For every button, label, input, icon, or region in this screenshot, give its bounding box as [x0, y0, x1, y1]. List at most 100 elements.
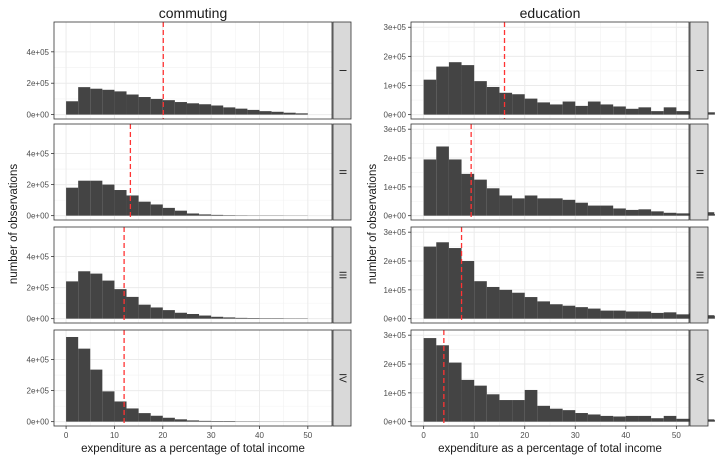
- histogram-bar: [187, 213, 199, 215]
- histogram-bar: [550, 198, 563, 215]
- histogram-bar: [223, 317, 235, 318]
- y-tick-label: 4e+05: [27, 48, 50, 57]
- histogram-bar: [664, 213, 677, 216]
- x-axis-title: expenditure as a percentage of total inc…: [438, 443, 662, 455]
- y-tick-label: 3e+05: [384, 228, 407, 237]
- histogram-bar: [90, 370, 102, 422]
- histogram-bar: [487, 394, 500, 421]
- histogram-bar: [78, 349, 90, 422]
- histogram-bar: [449, 363, 462, 422]
- y-tick-label: 1e+05: [384, 389, 407, 398]
- histogram-bar: [436, 67, 449, 115]
- histogram-bar: [235, 318, 247, 319]
- y-tick-label: 0e+00: [27, 315, 50, 324]
- histogram-bar: [424, 80, 437, 115]
- histogram-bar: [272, 112, 284, 115]
- histogram-bar: [90, 89, 102, 115]
- histogram-bar: [449, 62, 462, 114]
- histogram-bar: [537, 406, 550, 422]
- histogram-bar: [163, 208, 175, 216]
- histogram-bar: [474, 180, 487, 216]
- histogram-bar: [575, 106, 588, 115]
- histogram-bar: [588, 414, 601, 421]
- histogram-bar: [512, 94, 525, 114]
- histogram-bar: [499, 290, 512, 319]
- histogram-bar: [601, 416, 614, 422]
- histogram-bar: [613, 416, 626, 421]
- histogram-bar: [537, 198, 550, 215]
- x-tick-label: 30: [207, 431, 216, 440]
- histogram-bar: [436, 146, 449, 215]
- histogram-bar: [436, 345, 449, 421]
- histogram-bar: [102, 281, 114, 319]
- y-tick-label: 3e+05: [384, 23, 407, 32]
- histogram-bar: [284, 113, 296, 115]
- y-tick-label: 1e+05: [384, 286, 407, 295]
- y-tick-label: 2e+05: [384, 360, 407, 369]
- histogram-bar: [223, 107, 235, 114]
- histogram-bar: [651, 313, 664, 319]
- histogram-bar: [512, 293, 525, 319]
- y-tick-label: 2e+05: [27, 284, 50, 293]
- x-tick-label: 10: [470, 431, 479, 440]
- histogram-bar: [127, 95, 139, 115]
- histogram-bar: [187, 314, 199, 319]
- histogram-bar: [66, 337, 78, 422]
- histogram-bar: [187, 103, 199, 114]
- histogram-bar: [102, 90, 114, 115]
- histogram-bar: [525, 390, 538, 422]
- histogram-bar: [588, 102, 601, 115]
- histogram-bar: [151, 307, 163, 318]
- histogram-bar: [638, 416, 651, 422]
- histogram-bar: [151, 416, 163, 422]
- histogram-bar: [175, 313, 187, 319]
- histogram-bar: [638, 209, 651, 215]
- histogram-bar: [676, 111, 689, 114]
- histogram-bar: [638, 311, 651, 318]
- histogram-bar: [139, 305, 151, 319]
- histogram-bar: [664, 416, 677, 422]
- histogram-bar: [487, 87, 500, 115]
- histogram-bar: [499, 195, 512, 215]
- x-axis-title: expenditure as a percentage of total inc…: [81, 443, 305, 455]
- histogram-bar: [114, 190, 126, 216]
- histogram-bar: [462, 174, 475, 216]
- x-tick-label: 0: [64, 431, 69, 440]
- histogram-bar: [487, 188, 500, 215]
- histogram-bar: [474, 386, 487, 422]
- column-title-commuting: commuting: [159, 5, 227, 21]
- facet-strip-label: I: [336, 69, 347, 72]
- histogram-bar: [525, 195, 538, 215]
- histogram-bar: [588, 206, 601, 216]
- histogram-bar: [139, 97, 151, 115]
- histogram-bar: [537, 102, 550, 114]
- histogram-bar: [436, 242, 449, 318]
- histogram-bar: [114, 91, 126, 114]
- y-tick-label: 2e+05: [27, 181, 50, 190]
- histogram-bar: [66, 101, 78, 114]
- facet-strip-label: I: [693, 69, 704, 72]
- histogram-bar: [90, 274, 102, 319]
- histogram-bar: [525, 297, 538, 319]
- histogram-bar: [211, 421, 223, 422]
- histogram-bar: [102, 391, 114, 421]
- y-tick-label: 0e+00: [27, 212, 50, 221]
- histogram-bar: [139, 413, 151, 422]
- histogram-bar: [550, 409, 563, 422]
- histogram-bar: [563, 102, 576, 115]
- histogram-bar: [638, 107, 651, 114]
- x-tick-label: 50: [672, 431, 681, 440]
- histogram-bar: [127, 408, 139, 421]
- histogram-bar: [163, 100, 175, 114]
- facet-strip-label: II: [693, 169, 704, 175]
- histogram-bar: [78, 181, 90, 216]
- histogram-bar: [487, 287, 500, 319]
- histogram-bar: [247, 110, 259, 115]
- histogram-bar: [613, 106, 626, 114]
- histogram-bar: [175, 102, 187, 115]
- histogram-bar: [626, 311, 639, 318]
- histogram-bar: [211, 317, 223, 319]
- histogram-bar: [199, 214, 211, 215]
- y-tick-label: 4e+05: [27, 150, 50, 159]
